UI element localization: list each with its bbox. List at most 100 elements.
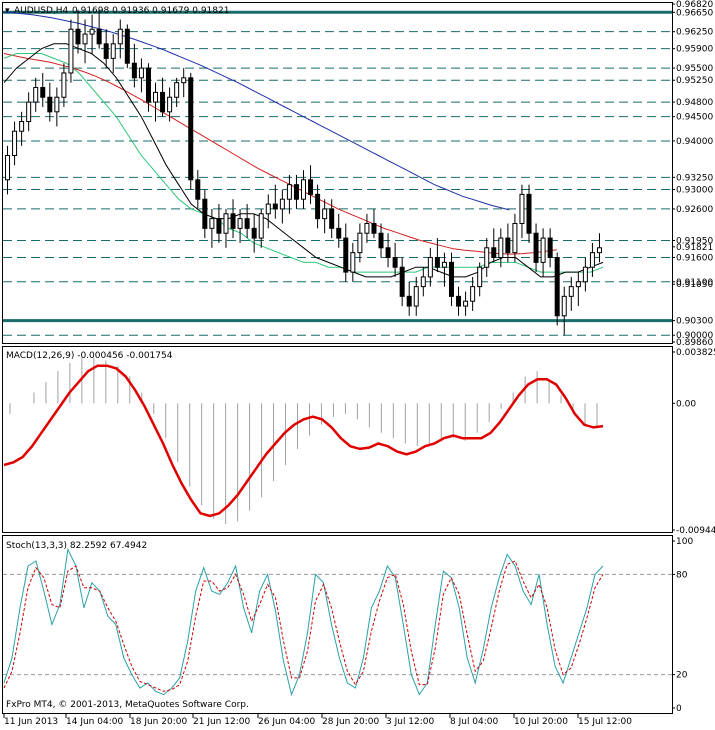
price-tag-bg: [674, 7, 712, 18]
price-tick-label: 0.90300: [676, 317, 713, 327]
macd-signal-line: [3, 364, 604, 518]
candle-body: [19, 121, 25, 132]
candle-body: [5, 155, 11, 181]
candle-body: [89, 28, 95, 35]
price-tag-bg: [674, 43, 712, 54]
candle-body: [293, 184, 299, 200]
candle-body: [124, 28, 130, 64]
price-tag-bg: [674, 235, 712, 246]
price-tick-label: 0.90000: [676, 331, 713, 341]
candle-body: [470, 286, 476, 302]
stoch-tick-label: 0: [676, 704, 682, 714]
candle-body: [357, 232, 363, 254]
price-tick-label: 0.92600: [676, 205, 713, 215]
candle-body: [329, 208, 335, 229]
x-tick-label: 14 Jun 04:00: [66, 717, 123, 727]
stoch-main-line: [3, 547, 604, 697]
stoch-title: Stoch(13,3,3) 82.2592 67.4942: [6, 541, 147, 551]
candle-body: [131, 62, 137, 79]
price-tick-label: 0.95250: [676, 76, 713, 86]
candle-body: [103, 43, 109, 59]
price-pane[interactable]: [2, 2, 673, 344]
price-tick-label: 0.93000: [676, 186, 713, 196]
price-tag-bg: [674, 111, 712, 122]
macd-plot: [3, 357, 604, 525]
candle-body: [301, 179, 306, 200]
macd-tick-label: -0.009446: [676, 526, 715, 536]
ma-red-line: [3, 53, 557, 255]
price-tag-bg: [674, 135, 712, 146]
candle-body: [138, 67, 144, 79]
candle-body: [336, 227, 342, 239]
candle-body: [117, 28, 123, 45]
candle-body: [512, 223, 518, 254]
price-tick-label: 0.95500: [676, 64, 713, 74]
candle-body: [491, 247, 497, 258]
macd-pane[interactable]: [2, 346, 673, 533]
price-tag-bg: [674, 315, 712, 326]
macd-tick-label: 0.00: [676, 399, 696, 409]
candle-body: [75, 28, 81, 45]
price-tick-label: 0.91600: [676, 254, 713, 264]
price-tag-bg: [674, 172, 712, 183]
candle-body: [589, 252, 595, 268]
candle-body: [237, 218, 243, 229]
x-tick-label: 18 Jun 20:00: [130, 717, 187, 727]
candle-body: [448, 261, 454, 297]
candle-body: [160, 91, 166, 113]
candle-body: [406, 295, 412, 307]
price-tick-label: 0.91821: [676, 243, 713, 253]
candle-body: [33, 87, 39, 103]
candle-body: [413, 286, 419, 307]
candle-body: [322, 208, 328, 220]
candle-body: [216, 218, 222, 234]
ma-blue-line: [3, 11, 510, 211]
candle-body: [279, 198, 285, 210]
candle-body: [12, 130, 18, 157]
candle-body: [258, 213, 264, 239]
candle-body: [40, 87, 46, 98]
candle-body: [251, 227, 257, 239]
price-tag-bg: [674, 184, 712, 195]
candle-body: [202, 198, 208, 229]
candle-body: [399, 266, 405, 297]
candle-body: [526, 193, 532, 234]
price-tag-bg: [674, 63, 712, 74]
stoch-plot: [3, 547, 672, 697]
price-tick-label: 0.94000: [676, 137, 713, 147]
candle-body: [244, 218, 250, 229]
candle-body: [82, 33, 88, 45]
price-tick-label: 0.94500: [676, 113, 713, 123]
price-tag-bg: [674, 330, 712, 341]
price-tick-label: 0.93250: [676, 173, 713, 183]
price-tick-label: 0.91050: [676, 280, 713, 290]
candle-body: [350, 252, 356, 273]
stoch-tick-label: 80: [676, 570, 688, 580]
candle-body: [420, 276, 426, 288]
candle-body: [47, 96, 53, 113]
candle-body: [195, 179, 201, 200]
stoch-pane[interactable]: [2, 535, 673, 714]
x-tick-label: 21 Jun 12:00: [193, 717, 250, 727]
price-tick-label: 0.95900: [676, 45, 713, 55]
macd-title: MACD(12,26,9) -0.000456 -0.001754: [6, 351, 173, 361]
candle-body: [209, 218, 215, 229]
candle-body: [315, 193, 321, 220]
stoch-tick-label: 20: [676, 671, 688, 681]
candle-body: [265, 203, 271, 215]
candle-body: [371, 223, 377, 234]
candle-body: [54, 96, 60, 113]
candle-body: [343, 237, 349, 273]
x-tick-label: 15 Jul 12:00: [578, 717, 632, 727]
candle-body: [286, 184, 292, 200]
price-tick-label: 0.94800: [676, 98, 713, 108]
candle-body: [596, 247, 602, 254]
stoch-tick-label: 100: [676, 537, 693, 547]
price-tag-bg: [674, 252, 712, 263]
candle-body: [188, 77, 194, 181]
price-tick-label: 0.96650: [676, 8, 713, 18]
candle-body: [434, 257, 440, 268]
